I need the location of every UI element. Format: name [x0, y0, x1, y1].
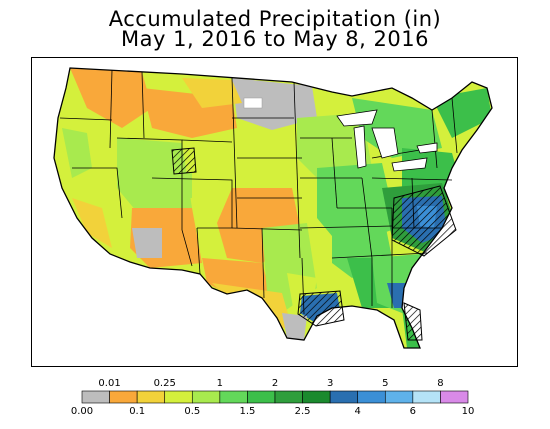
legend-label-bottom: 0.5	[184, 406, 201, 417]
legend-label-top: 3	[326, 378, 334, 389]
legend-label-bottom: 1.5	[239, 406, 256, 417]
legend-swatch	[384, 390, 414, 404]
legend-label-bottom: 0.00	[70, 406, 94, 417]
legend-swatch	[247, 390, 276, 404]
legend-swatch	[109, 390, 138, 404]
map-svg	[53, 67, 493, 349]
legend-label-top: 5	[382, 378, 389, 389]
legend-swatch	[136, 390, 166, 404]
legend-label-top: 2	[271, 378, 279, 389]
precipitation-map	[31, 57, 518, 367]
legend-swatch	[329, 390, 359, 404]
legend-label-bottom: 10	[461, 406, 475, 417]
legend-swatch	[191, 390, 221, 404]
precipitation-legend: 0.00 0.1 0.5 1.5 2.5 4 6 10 0.01 0.25 1 2 3 5 8	[0, 375, 550, 425]
legend-label-bottom: 6	[409, 406, 417, 417]
legend-swatch	[219, 390, 248, 404]
legend-swatch	[357, 390, 386, 404]
legend-label-bottom: 0.1	[129, 406, 146, 417]
legend-swatch	[274, 390, 303, 404]
map-title-line2: May 1, 2016 to May 8, 2016	[121, 27, 429, 51]
legend-swatch	[81, 390, 110, 404]
legend-swatch	[302, 390, 331, 404]
legend-label-bottom: 4	[354, 406, 361, 417]
legend-svg	[81, 390, 469, 404]
legend-label-top: 8	[437, 378, 444, 389]
legend-label-bottom: 2.5	[294, 406, 311, 417]
map-title-line1: Accumulated Precipitation (in)	[108, 7, 442, 31]
legend-label-top: 0.01	[98, 378, 121, 389]
legend-swatch	[440, 390, 469, 404]
legend-label-top: 1	[216, 378, 224, 389]
legend-label-top: 0.25	[153, 378, 176, 389]
legend-swatch	[164, 390, 193, 404]
legend-swatch	[412, 390, 441, 404]
